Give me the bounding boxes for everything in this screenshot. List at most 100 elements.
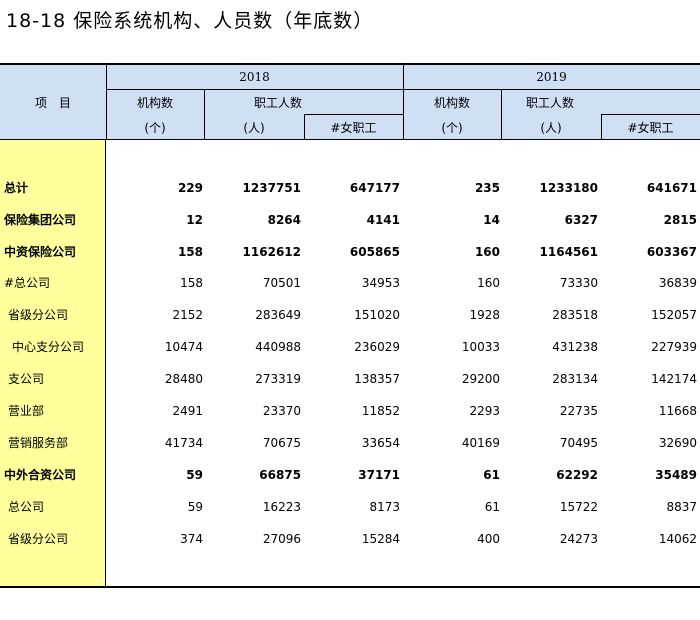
cell: 283649 (255, 308, 301, 322)
bottom-rule (0, 586, 700, 588)
header-employees-2018: 职工人数 (204, 89, 403, 115)
cell: 227939 (651, 340, 697, 354)
cell: 283518 (552, 308, 598, 322)
table-row: 营业部 2491 23370 11852 2293 22735 11668 (0, 395, 700, 427)
cell: 1928 (469, 308, 500, 322)
cell: 59 (186, 468, 203, 482)
top-rule (0, 63, 700, 65)
header-year-2018: 2018 (106, 64, 403, 89)
divider (304, 114, 403, 115)
cell: 4141 (366, 213, 400, 227)
cell: 34953 (361, 276, 400, 290)
cell: 73330 (559, 276, 598, 290)
row-label: 支公司 (8, 372, 45, 386)
cell: 28480 (164, 372, 203, 386)
cell: 229 (177, 181, 203, 195)
table-row: 总计 229 1237751 647177 235 1233180 641671 (0, 172, 700, 204)
cell: 6327 (564, 213, 598, 227)
cell: 1164561 (539, 245, 598, 259)
table-row: 中资保险公司 158 1162612 605865 160 1164561 60… (0, 236, 700, 268)
table-row: #总公司 158 70501 34953 160 73330 36839 (0, 267, 700, 299)
female-label: #女职工 (330, 121, 377, 135)
cell: 22735 (559, 404, 598, 418)
institutions-label: 机构数 (433, 95, 470, 110)
header-employees-2019: 职工人数 (501, 89, 700, 115)
cell: 32690 (658, 436, 697, 450)
cell: 70675 (262, 436, 301, 450)
cell: 8264 (267, 213, 301, 227)
cell: 158 (180, 276, 203, 290)
cell: 8837 (666, 500, 697, 514)
year-2018-label: 2018 (239, 69, 270, 84)
cell: 61 (483, 468, 500, 482)
cell: 14062 (658, 532, 697, 546)
cell: 2815 (663, 213, 697, 227)
unit-person-label: (人) (243, 121, 265, 135)
header-unit-count-2018: (个) (106, 115, 204, 140)
cell: 1237751 (242, 181, 301, 195)
row-label: 营业部 (8, 404, 45, 418)
header-item: 项 目 (0, 64, 106, 140)
row-label: #总公司 (4, 276, 51, 290)
table-row: 保险集团公司 12 8264 4141 14 6327 2815 (0, 204, 700, 236)
cell: 66875 (259, 468, 301, 482)
cell: 235 (474, 181, 500, 195)
row-label-column (0, 140, 106, 587)
divider (106, 64, 107, 140)
header-female-2018: #女职工 (304, 115, 403, 140)
cell: 62292 (556, 468, 598, 482)
table-row: 总公司 59 16223 8173 61 15722 8837 (0, 491, 700, 523)
unit-count-label: (个) (441, 121, 463, 135)
table-row: 中心支分公司 10474 440988 236029 10033 431238 … (0, 331, 700, 363)
cell: 11852 (361, 404, 400, 418)
header-year-2019: 2019 (403, 64, 700, 89)
cell: 158 (177, 245, 203, 259)
cell: 27096 (262, 532, 301, 546)
cell: 1233180 (539, 181, 598, 195)
table-title: 18-18 保险系统机构、人员数（年底数） (6, 10, 374, 32)
cell: 142174 (651, 372, 697, 386)
cell: 23370 (262, 404, 301, 418)
cell: 35489 (655, 468, 697, 482)
cell: 1162612 (242, 245, 301, 259)
cell: 70495 (559, 436, 598, 450)
divider (601, 114, 602, 140)
cell: 605865 (349, 245, 400, 259)
divider (204, 89, 205, 140)
header-unit-person-2018: (人) (204, 115, 304, 140)
header-rule (0, 139, 700, 140)
cell: 236029 (354, 340, 400, 354)
cell: 2491 (172, 404, 203, 418)
cell: 29200 (461, 372, 500, 386)
cell: 440988 (255, 340, 301, 354)
cell: 15284 (361, 532, 400, 546)
cell: 11668 (658, 404, 697, 418)
cell: 41734 (164, 436, 203, 450)
unit-count-label: (个) (144, 121, 166, 135)
cell: 152057 (651, 308, 697, 322)
row-label: 省级分公司 (8, 308, 69, 322)
header-female-2019: #女职工 (601, 115, 700, 140)
cell: 138357 (354, 372, 400, 386)
table-row: 省级分公司 2152 283649 151020 1928 283518 152… (0, 299, 700, 331)
header-unit-person-2019: (人) (501, 115, 601, 140)
row-label: 总计 (4, 181, 29, 195)
header-item-label: 项 目 (34, 95, 71, 110)
cell: 647177 (349, 181, 400, 195)
cell: 374 (180, 532, 203, 546)
year-2019-label: 2019 (536, 69, 567, 84)
unit-person-label: (人) (540, 121, 562, 135)
cell: 273319 (255, 372, 301, 386)
employees-label: 职工人数 (254, 95, 303, 110)
cell: 59 (187, 500, 203, 514)
cell: 2293 (469, 404, 500, 418)
table-row: 中外合资公司 59 66875 37171 61 62292 35489 (0, 459, 700, 491)
row-label: 中外合资公司 (4, 468, 77, 482)
institutions-label: 机构数 (136, 95, 173, 110)
table-row: 省级分公司 374 27096 15284 400 24273 14062 (0, 523, 700, 555)
cell: 61 (484, 500, 500, 514)
table-row: 支公司 28480 273319 138357 29200 283134 142… (0, 363, 700, 395)
row-label: 中心支分公司 (12, 340, 85, 354)
cell: 33654 (361, 436, 400, 450)
cell: 16223 (262, 500, 301, 514)
